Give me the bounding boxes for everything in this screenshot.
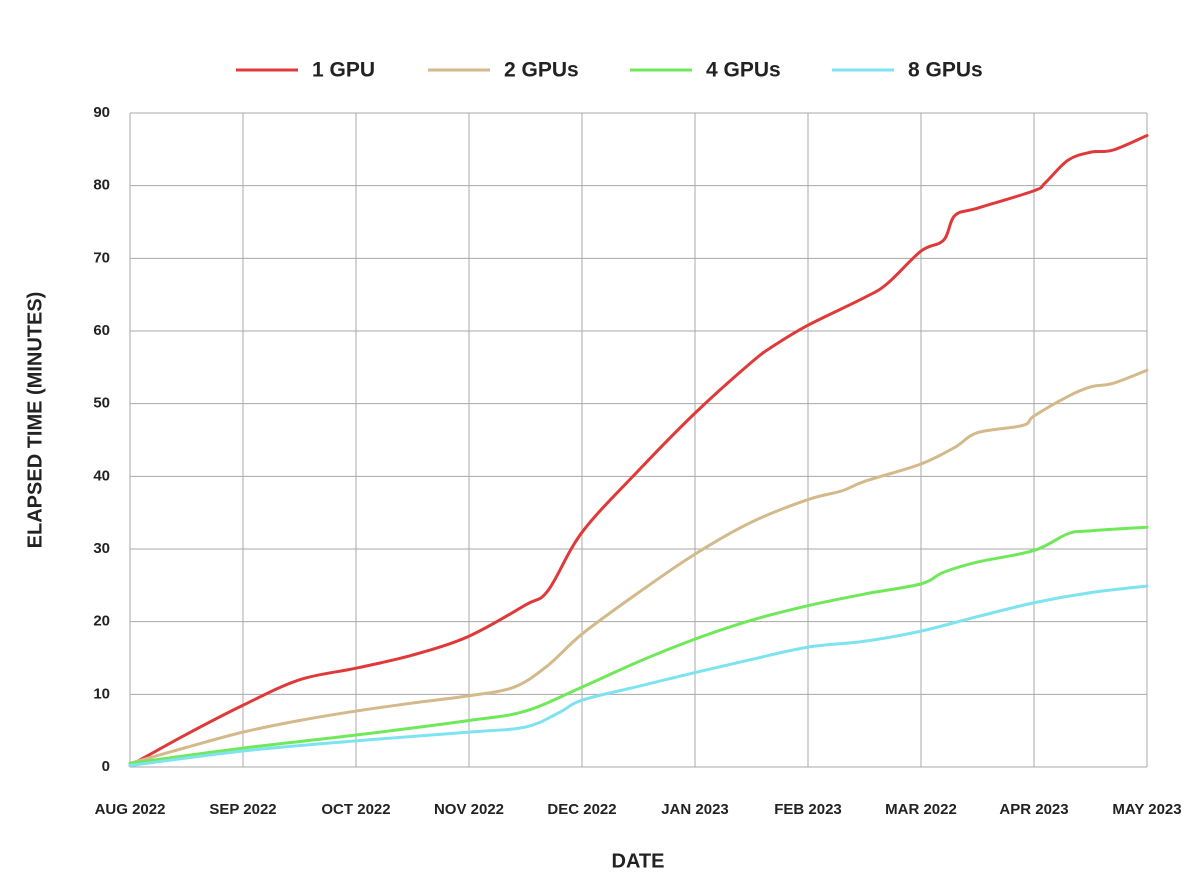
y-tick-label: 90	[93, 104, 110, 121]
x-tick-label: SEP 2022	[209, 801, 276, 818]
x-tick-label: OCT 2022	[321, 801, 390, 818]
legend-label: 2 GPUs	[504, 59, 579, 82]
line	[128, 134, 1149, 768]
x-tick-label: MAY 2023	[1112, 801, 1181, 818]
y-tick-label: 50	[93, 395, 110, 412]
y-tick-label: 10	[93, 685, 110, 702]
y-tick-label: 0	[102, 758, 110, 775]
x-tick-label: NOV 2022	[434, 801, 504, 818]
legend-label: 1 GPU	[312, 59, 375, 82]
x-tick-label: MAR 2022	[885, 801, 957, 818]
x-axis-title: DATE	[612, 850, 665, 872]
y-tick-label: 30	[93, 540, 110, 557]
legend-label: 4 GPUs	[706, 59, 781, 82]
x-tick-label: APR 2023	[999, 801, 1068, 818]
y-axis-title: ELAPSED TIME (MINUTES)	[24, 292, 46, 549]
line	[128, 584, 1149, 768]
y-tick-label: 40	[93, 467, 110, 484]
line	[128, 368, 1149, 765]
x-tick-label: AUG 2022	[95, 801, 166, 818]
y-tick-label: 60	[93, 322, 110, 339]
x-tick-label: DEC 2022	[547, 801, 616, 818]
legend-label: 8 GPUs	[908, 59, 983, 82]
line	[128, 525, 1149, 765]
y-tick-label: 20	[93, 613, 110, 630]
x-tick-label: FEB 2023	[774, 801, 842, 818]
y-tick-label: 80	[93, 177, 110, 194]
y-tick-label: 70	[93, 249, 110, 266]
x-tick-label: JAN 2023	[661, 801, 729, 818]
